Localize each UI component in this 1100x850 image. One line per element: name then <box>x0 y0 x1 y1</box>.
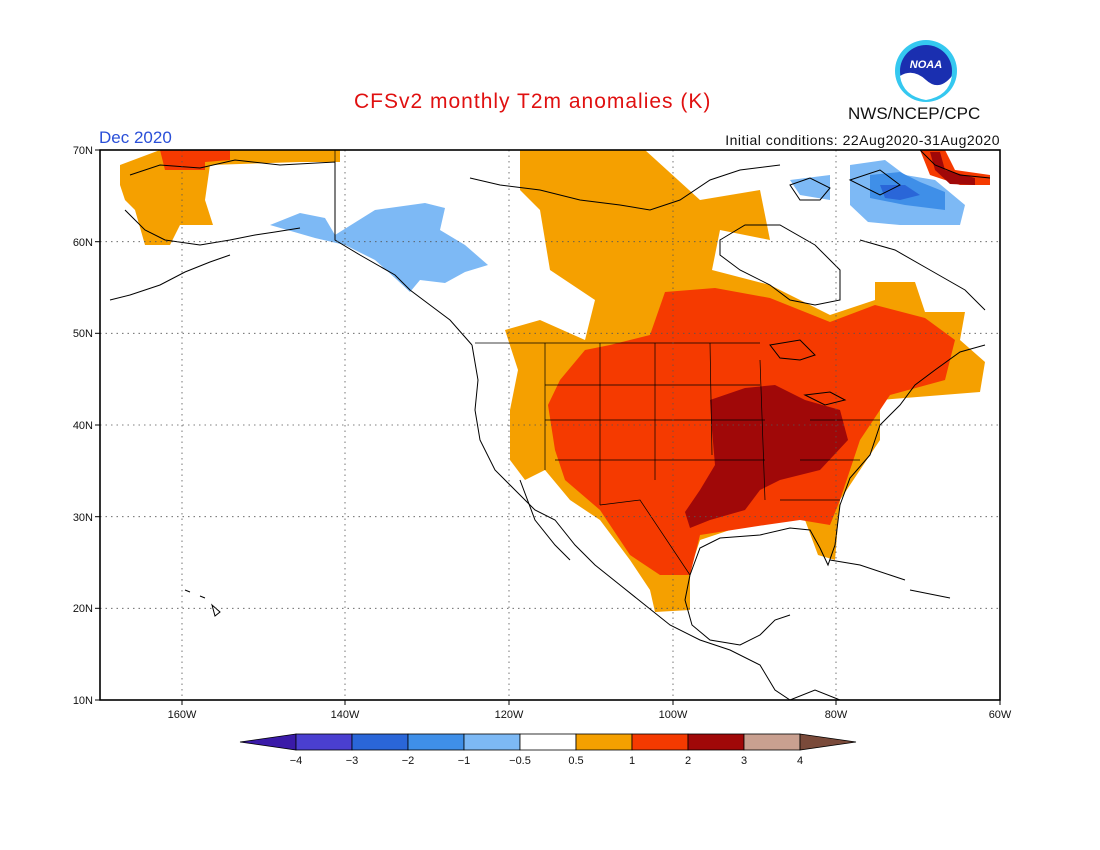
colorbar-label: 1 <box>629 755 635 767</box>
anomaly-region-lightblue <box>270 203 488 292</box>
colorbar-label: 2 <box>685 755 691 767</box>
colorbar-swatch <box>351 733 409 751</box>
lon-label-100w: 100W <box>659 709 688 721</box>
colorbar-arrow-left <box>239 733 297 751</box>
colorbar-swatch <box>687 733 745 751</box>
colorbar-swatch <box>463 733 521 751</box>
colorbar-label: 3 <box>741 755 747 767</box>
map-title: CFSv2 monthly T2m anomalies (K) <box>354 90 712 113</box>
colorbar-label: −2 <box>402 755 415 767</box>
initial-conditions: Initial conditions: 22Aug2020-31Aug2020 <box>725 132 1000 148</box>
lon-label-160w: 160W <box>168 709 197 721</box>
colorbar-label: −3 <box>346 755 359 767</box>
anomaly-region-orange-alaska <box>120 150 300 245</box>
graticule <box>100 150 1000 700</box>
lon-label-140w: 140W <box>331 709 360 721</box>
colorbar-label: −4 <box>290 755 303 767</box>
anomaly-region-darkred <box>685 385 848 528</box>
colorbar-arrow-right <box>799 733 857 751</box>
colorbar-swatch <box>575 733 633 751</box>
noaa-logo: NOAA <box>895 40 957 102</box>
lat-label-10n: 10N <box>73 695 93 707</box>
lat-label-20n: 20N <box>73 603 93 615</box>
colorbar-label: 0.5 <box>568 755 583 767</box>
lon-label-120w: 120W <box>495 709 524 721</box>
colorbar-swatch <box>631 733 689 751</box>
lat-ticks <box>95 149 100 701</box>
colorbar-swatch <box>743 733 801 751</box>
colorbar-label: 4 <box>797 755 803 767</box>
colorbar-swatch <box>295 733 353 751</box>
colorbar-swatch <box>407 733 465 751</box>
lat-label-70n: 70N <box>73 145 93 157</box>
anomaly-region-darkblue-ne <box>880 185 920 200</box>
lon-ticks <box>181 700 1001 705</box>
lat-label-50n: 50N <box>73 328 93 340</box>
colorbar-label: −1 <box>458 755 471 767</box>
anomaly-region-orange-arctic <box>300 150 340 162</box>
anomaly-region-darkred-greenland <box>930 152 975 185</box>
agency-label: NWS/NCEP/CPC <box>848 104 981 123</box>
colorbar-swatch <box>519 733 577 751</box>
colorbar: −4 −3 −2 −1 −0.5 0.5 1 2 3 4 <box>239 733 857 767</box>
lat-label-30n: 30N <box>73 512 93 524</box>
lat-label-60n: 60N <box>73 237 93 249</box>
logo-text: NOAA <box>910 59 942 71</box>
lon-label-60w: 60W <box>989 709 1012 721</box>
anomaly-region-red-alaska <box>160 150 230 170</box>
political-borders <box>334 150 880 576</box>
lon-label-80w: 80W <box>825 709 848 721</box>
colorbar-label: −0.5 <box>509 755 531 767</box>
lat-label-40n: 40N <box>73 420 93 432</box>
forecast-month: Dec 2020 <box>99 128 172 147</box>
